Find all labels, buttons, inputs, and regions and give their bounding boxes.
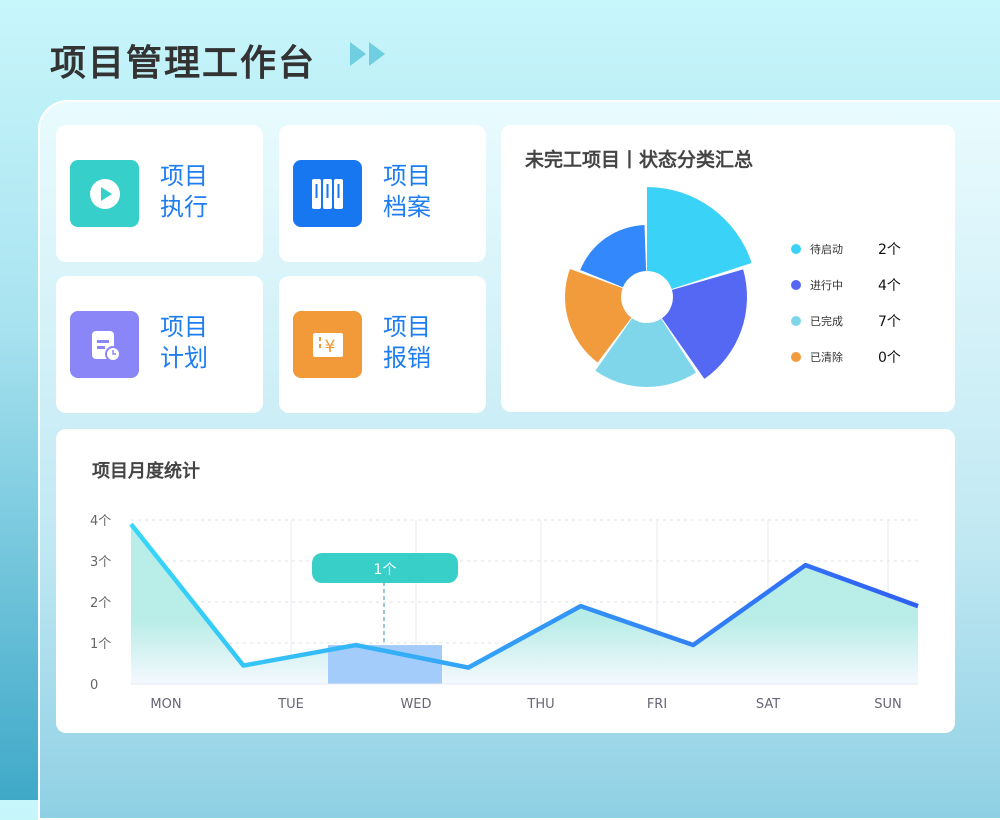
data-point[interactable] [241, 664, 245, 668]
label: 项目 [160, 313, 208, 341]
area-fill [131, 524, 918, 684]
y-tick-label: 2个 [90, 596, 111, 611]
tooltip-text: 1个 [374, 562, 397, 578]
label: 档案 [383, 193, 431, 221]
legend-item: 已清除 0个 [791, 349, 901, 366]
y-tick-label: 3个 [90, 555, 111, 570]
status-summary-card: 未完工项目丨状态分类汇总 待启动 2个 进行中 4个 已完成 7个 已清除 0个 [501, 125, 955, 412]
line-chart: 0 1个 2个 3个 4个 MON TUE WED THU FRI SAT SUN 1个 [90, 514, 920, 712]
x-tick-label: THU [526, 697, 554, 712]
quick-execute[interactable]: 项目 执行 [56, 125, 263, 262]
y-tick-label: 0 [90, 678, 98, 693]
series-line [129, 522, 919, 670]
legend-item: 进行中 4个 [791, 277, 901, 294]
label: 项目 [160, 162, 208, 190]
label: 项目 [383, 162, 431, 190]
pie-title: 未完工项目丨状态分类汇总 [525, 149, 754, 171]
plan-document-icon [70, 311, 139, 378]
rose-slice[interactable] [565, 268, 632, 363]
data-point[interactable] [354, 643, 358, 647]
page-title: 项目管理工作台 [50, 43, 317, 84]
rose-slice[interactable] [580, 225, 647, 288]
x-tick-label: WED [400, 697, 431, 712]
rose-slice[interactable] [595, 318, 697, 387]
label: 执行 [160, 193, 208, 221]
chart-title: 项目月度统计 [92, 461, 200, 482]
data-point[interactable] [129, 522, 133, 526]
label: 报销 [383, 344, 431, 372]
label: 计划 [160, 344, 208, 372]
y-tick-label: 4个 [90, 514, 111, 529]
rose-slice[interactable] [647, 187, 752, 289]
legend-item: 已完成 7个 [791, 313, 901, 330]
legend-item: 待启动 2个 [791, 241, 901, 258]
rose-slice[interactable] [661, 269, 747, 379]
double-arrow-icon [350, 42, 388, 66]
x-tick-label: SUN [874, 697, 902, 712]
reimburse-ticket-icon: ¥ [293, 311, 362, 378]
x-tick-label: TUE [277, 697, 304, 712]
monthly-stats-card: 项目月度统计 0 1个 2个 3个 4个 MON TUE WED THU FRI SAT SUN 1个 [56, 429, 955, 733]
archive-icon [293, 160, 362, 227]
label: 项目 [383, 313, 431, 341]
data-point[interactable] [804, 563, 808, 567]
x-tick-label: MON [150, 697, 181, 712]
quick-plan[interactable]: 项目 计划 [56, 276, 263, 413]
data-point[interactable] [916, 604, 920, 608]
x-tick-label: SAT [756, 697, 780, 712]
rose-chart [565, 187, 752, 387]
quick-archive[interactable]: 项目 档案 [279, 125, 486, 262]
play-icon [70, 160, 139, 227]
x-tick-label: FRI [647, 697, 667, 712]
data-point[interactable] [579, 604, 583, 608]
y-tick-label: 1个 [90, 637, 111, 652]
quick-reimburse[interactable]: ¥ 项目报销 [279, 276, 486, 413]
data-point[interactable] [691, 643, 695, 647]
tooltip [312, 553, 458, 583]
svg-text:¥: ¥ [324, 337, 335, 357]
data-point[interactable] [466, 666, 470, 670]
